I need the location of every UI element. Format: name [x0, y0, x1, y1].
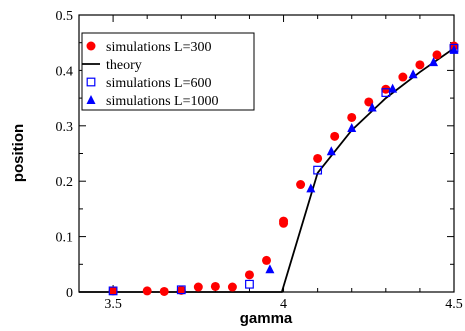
y-tick-label: 0.5: [56, 9, 74, 24]
y-tick-label: 0.1: [56, 231, 74, 246]
data-point: [415, 60, 425, 70]
data-point: [193, 282, 203, 292]
data-point: [296, 180, 306, 190]
data-point: [210, 281, 220, 291]
x-tick-label: 4: [280, 297, 287, 312]
data-point: [398, 72, 408, 82]
data-point: [367, 102, 377, 112]
y-tick-label: 0.4: [56, 64, 74, 79]
legend-label: simulations L=600: [106, 76, 212, 91]
data-point: [244, 270, 254, 280]
series-3: [265, 44, 459, 274]
data-point: [364, 97, 374, 107]
x-axis-title: gamma: [240, 310, 293, 327]
data-point: [347, 123, 357, 133]
legend-entry: simulations L=1000: [86, 94, 219, 109]
legend-label: simulations L=300: [106, 40, 212, 55]
legend-marker: [86, 41, 96, 51]
y-tick-label: 0: [66, 286, 73, 301]
legend-label: theory: [106, 58, 142, 73]
data-point: [279, 218, 289, 228]
tick-labels: 3.5 4 4.5 0 0.1 0.2 0.3 0.4 0.5: [56, 9, 463, 312]
data-point: [142, 286, 152, 296]
legend-entry: simulations L=300: [86, 40, 212, 55]
legend-box: [81, 32, 255, 111]
data-point: [388, 83, 398, 93]
y-axis-title: position: [10, 124, 27, 182]
data-point: [313, 153, 323, 163]
data-point: [330, 131, 340, 141]
data-point: [306, 183, 316, 193]
data-point: [159, 286, 169, 296]
data-point: [176, 285, 186, 295]
data-point: [245, 279, 254, 289]
x-tick-label: 4.5: [445, 297, 463, 312]
data-point: [108, 286, 118, 296]
data-point: [108, 286, 118, 296]
data-point: [176, 285, 186, 295]
series-layer: [79, 41, 459, 296]
data-point: [262, 255, 271, 265]
data-point: [326, 146, 336, 156]
x-tick-label: 3.5: [104, 297, 122, 312]
data-point: [408, 69, 418, 79]
y-tick-label: 0.3: [56, 120, 74, 135]
data-point: [449, 44, 459, 54]
legend-marker: [86, 77, 96, 87]
data-point: [313, 165, 323, 175]
data-point: [227, 282, 237, 292]
legend: simulations L=300 theory simulations L=600…: [81, 32, 255, 111]
data-point: [265, 264, 275, 274]
y-tick-label: 0.2: [56, 175, 74, 190]
legend-label: simulations L=1000: [106, 94, 219, 109]
legend-entry: simulations L=600: [86, 76, 212, 91]
series-2: [108, 43, 459, 296]
legend-marker: [86, 95, 96, 104]
legend-entry: theory: [82, 58, 142, 73]
data-point: [347, 112, 357, 122]
data-point: [429, 57, 439, 67]
data-point: [432, 50, 442, 60]
